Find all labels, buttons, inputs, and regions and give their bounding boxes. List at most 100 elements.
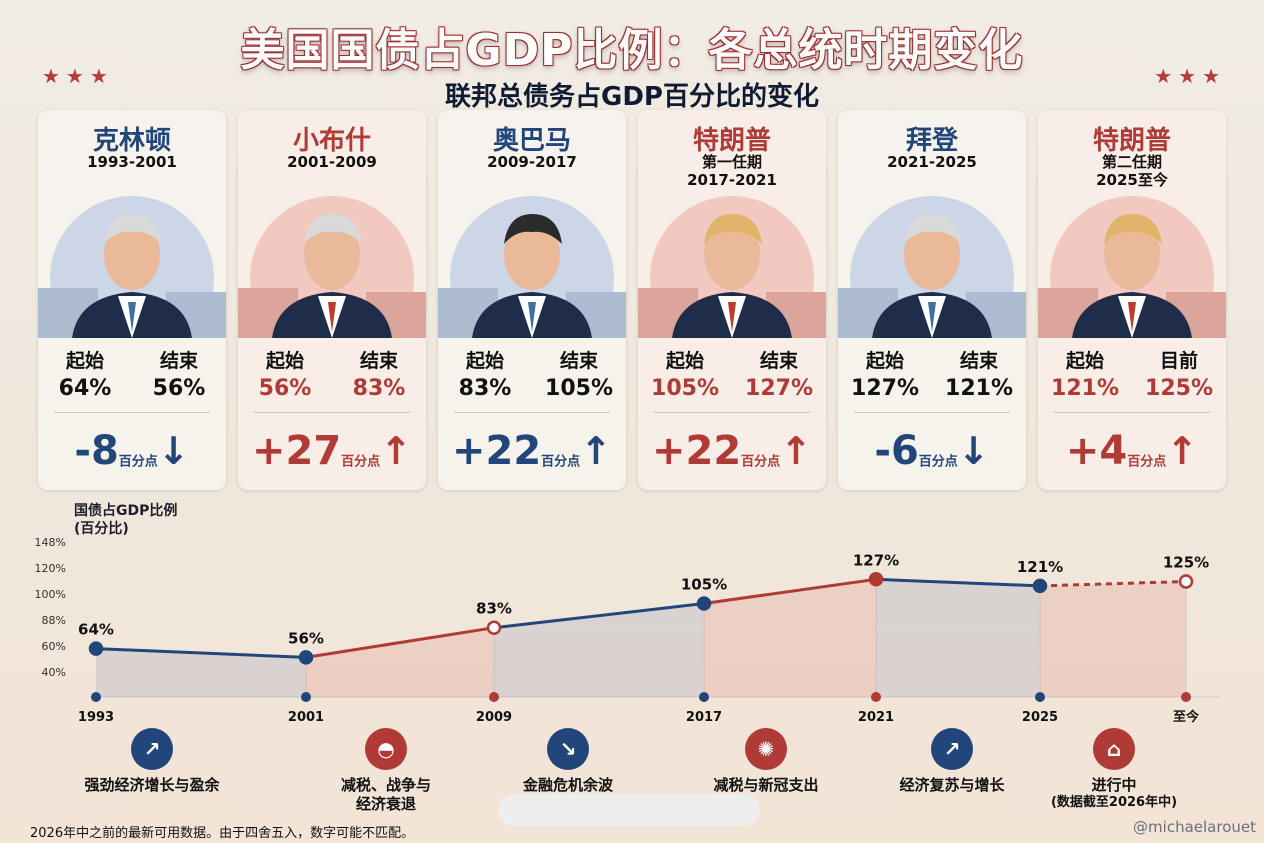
arrow-icon: ↑: [580, 429, 613, 473]
face-shape: [104, 218, 160, 290]
series-line-segment: [875, 577, 1041, 588]
x-tick-label: 2009: [476, 710, 512, 725]
end-label: 结束: [159, 350, 198, 372]
y-tick-label: 88%: [42, 614, 66, 627]
y-tick-label: 60%: [42, 640, 66, 653]
data-label: 121%: [1017, 558, 1063, 576]
series-line-segment: [305, 626, 495, 659]
tie-shape: [528, 302, 536, 332]
face-shape: [1104, 218, 1160, 290]
president-term: 2009-2017: [438, 153, 626, 171]
president-cards: 克林顿 1993-2001 起始 结束 64% 56% -8百分点↓ 小布什 2…: [38, 110, 1228, 490]
president-name: 奥巴马: [492, 126, 571, 156]
term-years: 2021-2025: [887, 153, 977, 171]
footnote: 2026年中之前的最新可用数据。由于四舍五入，数字可能不匹配。: [30, 826, 415, 841]
start-value: 56%: [258, 376, 312, 401]
event-item: ↘ 金融危机余波: [468, 728, 668, 795]
axis-dot: [1181, 692, 1191, 702]
chart-up-icon: ↗: [131, 728, 173, 770]
event-item: ↗ 经济复苏与增长: [852, 728, 1052, 795]
data-point: [88, 641, 104, 656]
start-label: 起始: [465, 350, 504, 372]
event-label: 进行中: [1091, 776, 1137, 794]
event-label: 金融危机余波: [522, 776, 613, 794]
event-label: 经济复苏与增长: [899, 776, 1005, 794]
president-name: 特朗普: [1092, 126, 1171, 156]
portrait-image: [1038, 196, 1226, 338]
tie-shape: [1128, 302, 1136, 332]
data-point: [1178, 574, 1194, 589]
x-tick-label: 2017: [686, 710, 722, 725]
change-unit: 百分点: [341, 454, 381, 470]
change-unit: 百分点: [741, 454, 781, 470]
data-label: 83%: [476, 600, 512, 618]
data-label: 56%: [288, 629, 324, 647]
tie-shape: [328, 302, 336, 332]
event-item: ⌂ 进行中 (数据截至2026年中): [1014, 728, 1214, 811]
change-unit: 百分点: [1127, 454, 1167, 470]
series-line-segment: [703, 577, 877, 605]
change-unit: 百分点: [118, 454, 158, 470]
tie-shape: [928, 302, 936, 332]
president-term: 2021-2025: [838, 153, 1026, 171]
end-label: 结束: [759, 350, 798, 372]
start-value: 83%: [458, 376, 512, 401]
y-tick-label: 148%: [35, 536, 66, 549]
portrait-image: [38, 196, 226, 338]
president-card: 小布什 2001-2009 起始 结束 56% 83% +27百分点↑: [238, 110, 426, 490]
president-term: 第二任期 2025至今: [1038, 153, 1226, 189]
event-row: ↗ 强劲经济增长与盈余 ◓ 减税、战争与 经济衰退 ↘ 金融危机余波 ✺ 减税与…: [0, 728, 1264, 818]
arrow-icon: ↓: [957, 429, 990, 473]
hair-shape: [104, 214, 162, 244]
divider: [654, 412, 810, 413]
face-shape: [704, 218, 760, 290]
end-value: 105%: [545, 376, 613, 401]
area-segment: [876, 579, 1040, 697]
face-shape: [904, 218, 960, 290]
change-value: +27: [251, 428, 342, 474]
change-value: +22: [651, 428, 742, 474]
end-value: 121%: [945, 376, 1013, 401]
hair-shape: [504, 214, 562, 244]
author-handle: @michaelarouet: [1133, 818, 1256, 836]
tie-shape: [728, 302, 736, 332]
change-value: +22: [451, 428, 542, 474]
start-value: 105%: [651, 376, 719, 401]
divider: [1054, 412, 1210, 413]
term-years: 1993-2001: [87, 153, 177, 171]
face-shape: [304, 218, 360, 290]
virus-icon: ✺: [745, 728, 787, 770]
event-label: 减税与新冠支出: [713, 776, 819, 794]
y-axis-unit: (百分比): [74, 521, 129, 537]
y-tick-label: 120%: [35, 562, 66, 575]
divider: [854, 412, 1010, 413]
president-term: 第一任期 2017-2021: [638, 153, 826, 189]
start-label: 起始: [1065, 350, 1104, 372]
term-years: 2001-2009: [287, 153, 377, 171]
data-point: [486, 620, 502, 635]
y-axis-title: 国债占GDP比例 (百分比): [74, 502, 177, 538]
president-term: 2001-2009: [238, 153, 426, 171]
data-point: [1032, 578, 1048, 594]
president-card: 拜登 2021-2025 起始 结束 127% 121% -6百分点↓: [838, 110, 1026, 490]
portrait-image: [438, 196, 626, 338]
page-subtitle: 联邦总债务占GDP百分比的变化: [445, 82, 819, 112]
start-label: 起始: [865, 350, 904, 372]
data-label: 125%: [1163, 554, 1209, 572]
event-item: ✺ 减税与新冠支出: [666, 728, 866, 795]
page-title: 美国国债占GDP比例：各总统时期变化: [240, 25, 1024, 76]
area-segment: [494, 603, 704, 697]
term-note: 第一任期: [701, 153, 762, 171]
term-years: 2025至今: [1096, 171, 1168, 189]
arrow-icon: ↑: [380, 429, 413, 473]
end-label: 结束: [359, 350, 398, 372]
axis-dot: [489, 692, 499, 702]
end-label: 结束: [959, 350, 998, 372]
change-value: -8: [74, 428, 119, 474]
change-value: +4: [1065, 428, 1128, 474]
end-value: 83%: [352, 376, 406, 401]
end-label: 结束: [559, 350, 598, 372]
chart-down-icon: ↘: [547, 728, 589, 770]
area-segment: [704, 579, 876, 697]
change-value: -6: [874, 428, 919, 474]
